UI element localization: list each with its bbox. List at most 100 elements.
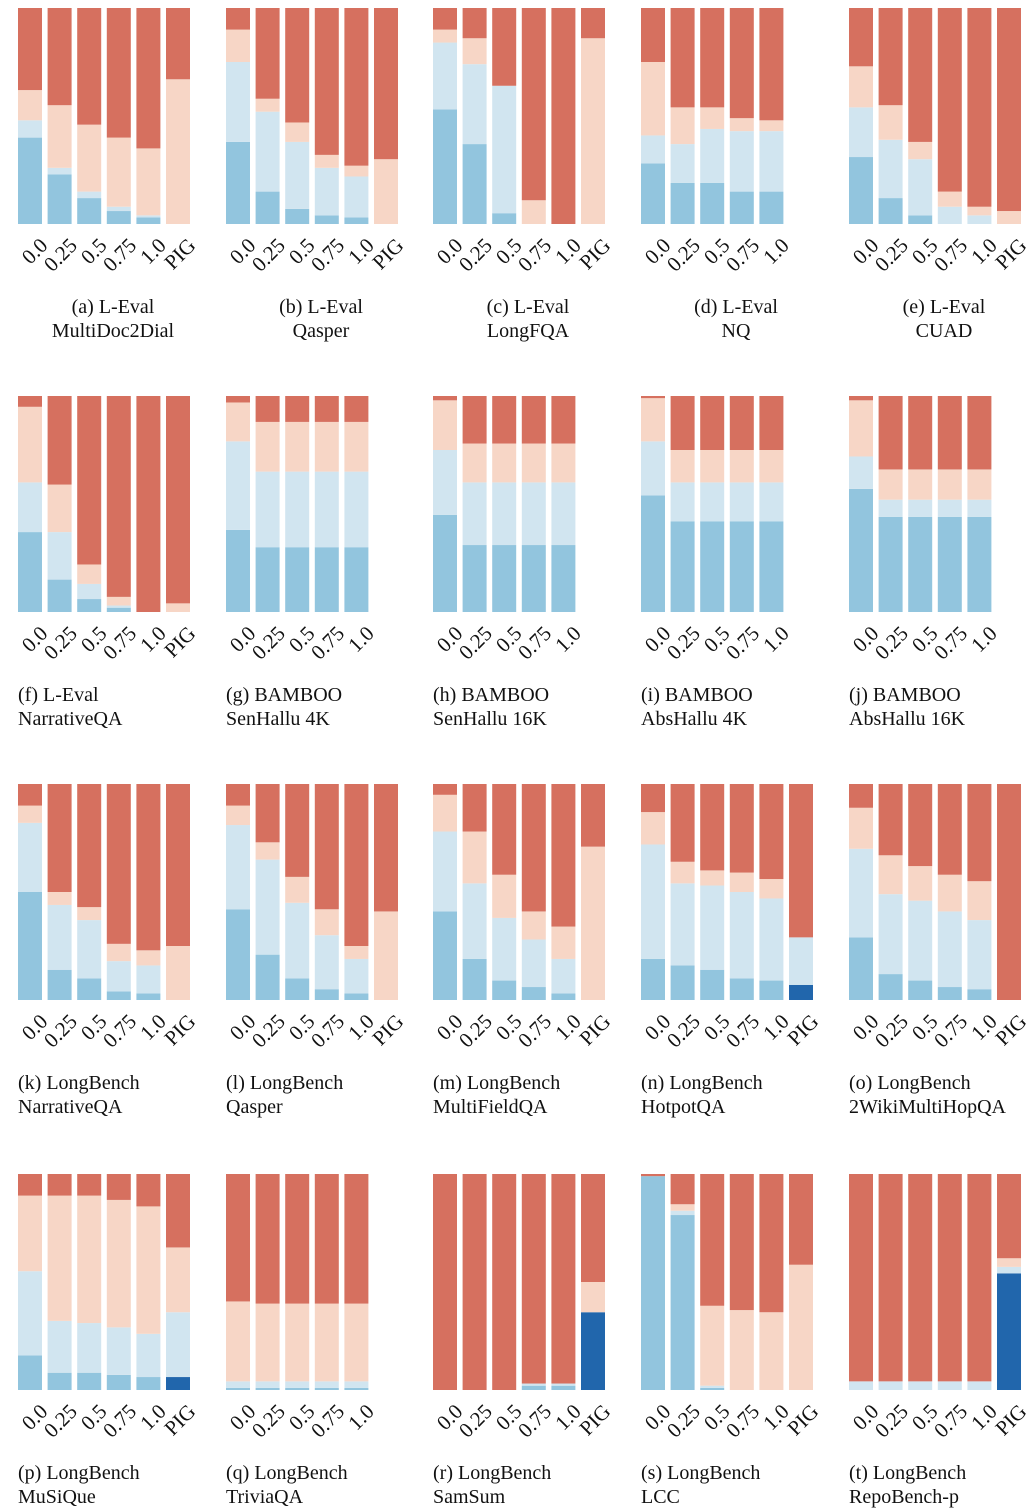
x-tick-label: 0.75 <box>513 233 556 276</box>
bar-segment <box>700 870 725 886</box>
bar-segment <box>433 1174 457 1390</box>
bar-segment <box>967 1381 992 1390</box>
x-tick-label: PIG <box>574 233 615 274</box>
bar-segment <box>314 471 339 548</box>
bar-segment <box>581 1282 605 1313</box>
bar-segment <box>77 583 102 600</box>
bar-segment <box>729 521 754 612</box>
caption-title: (o) LongBench <box>849 1072 971 1094</box>
bar-segment <box>344 1387 369 1390</box>
bar-segment <box>551 396 576 444</box>
bar-segment <box>670 1204 695 1211</box>
bar-segment <box>314 396 339 422</box>
bar-segment <box>255 784 280 843</box>
bar-segment <box>641 163 665 224</box>
bar-segment <box>255 191 280 224</box>
bar-segment <box>166 1247 190 1313</box>
bar-segment <box>878 516 903 612</box>
x-tick-label: 0.75 <box>98 1399 141 1442</box>
caption-title: (g) BAMBOO <box>226 684 342 706</box>
bar-segment <box>908 215 933 224</box>
bar-segment <box>551 784 576 927</box>
x-tick-label: 0.25 <box>39 233 82 276</box>
bar-segment <box>18 482 42 533</box>
bar-segment <box>641 844 665 959</box>
bar-segment <box>77 907 102 921</box>
bar-segment <box>492 482 517 546</box>
caption-subtitle: NarrativeQA <box>18 1096 123 1118</box>
bar-segment <box>521 1174 546 1384</box>
bar-segment <box>759 1174 784 1313</box>
bar-segment <box>729 131 754 192</box>
bar-segment <box>136 950 161 966</box>
bar-segment <box>700 1305 725 1386</box>
bar-segment <box>878 469 903 500</box>
bar-segment <box>670 144 695 183</box>
bar-segment <box>462 784 487 832</box>
bar-segment <box>759 8 784 121</box>
bar-segment <box>759 1312 784 1390</box>
bar-segment <box>226 396 250 403</box>
x-tick-label: 0.75 <box>721 1399 764 1442</box>
x-tick-label: 0.75 <box>513 621 556 664</box>
bar-segment <box>997 1266 1021 1274</box>
x-tick-label: 0.25 <box>870 1399 913 1442</box>
bar-segment <box>226 1174 250 1302</box>
bar-segment <box>849 848 873 938</box>
bar-segment <box>759 120 784 132</box>
bar-segment <box>641 396 665 399</box>
bar-segment <box>700 482 725 522</box>
bar-segment <box>908 8 933 142</box>
bar-segment <box>18 1174 42 1196</box>
bar-segment <box>344 471 369 548</box>
bar-segment <box>47 396 72 485</box>
bar-segment <box>106 943 131 962</box>
caption-title: (a) L-Eval <box>72 296 155 318</box>
bar-segment <box>641 398 665 442</box>
bar-segment <box>314 1174 339 1304</box>
bar-segment <box>849 66 873 108</box>
bar-segment <box>314 421 339 472</box>
bar-segment <box>729 191 754 224</box>
bar-segment <box>967 989 992 1000</box>
bar-segment <box>551 958 576 994</box>
bar-segment <box>729 978 754 1000</box>
bar-segment <box>255 859 280 955</box>
caption-title: (p) LongBench <box>18 1462 140 1484</box>
bar-segment <box>551 1385 576 1390</box>
bar-segment <box>937 1381 962 1390</box>
bar-segment <box>492 213 517 224</box>
bar-segment <box>433 42 457 110</box>
bar-segment <box>344 421 369 472</box>
x-tick-label: PIG <box>990 233 1031 274</box>
x-tick-label: PIG <box>990 1399 1031 1440</box>
bar-segment <box>47 105 72 168</box>
caption-title: (f) L-Eval <box>18 684 99 706</box>
bar-segment <box>937 396 962 470</box>
bar-segment <box>18 120 42 138</box>
bar-segment <box>967 8 992 207</box>
bar-segment <box>136 215 161 218</box>
x-tick-label: 0.75 <box>929 621 972 664</box>
bar-segment <box>670 182 695 224</box>
bar-segment <box>462 883 487 959</box>
bar-segment <box>551 1383 576 1386</box>
bar-segment <box>492 545 517 612</box>
bar-segment <box>255 421 280 472</box>
caption-subtitle: Qasper <box>226 1096 283 1118</box>
bar-segment <box>521 200 546 224</box>
caption-subtitle: SenHallu 4K <box>226 708 330 730</box>
bar-segment <box>106 206 131 212</box>
bar-segment <box>937 911 962 988</box>
bar-segment <box>729 1310 754 1390</box>
x-tick-label: 0.25 <box>662 1399 705 1442</box>
bar-segment <box>166 8 190 80</box>
bar-segment <box>433 514 457 612</box>
bar-segment <box>759 482 784 522</box>
bar-segment <box>700 396 725 450</box>
bar-segment <box>285 396 310 422</box>
bar-segment <box>285 1174 310 1304</box>
